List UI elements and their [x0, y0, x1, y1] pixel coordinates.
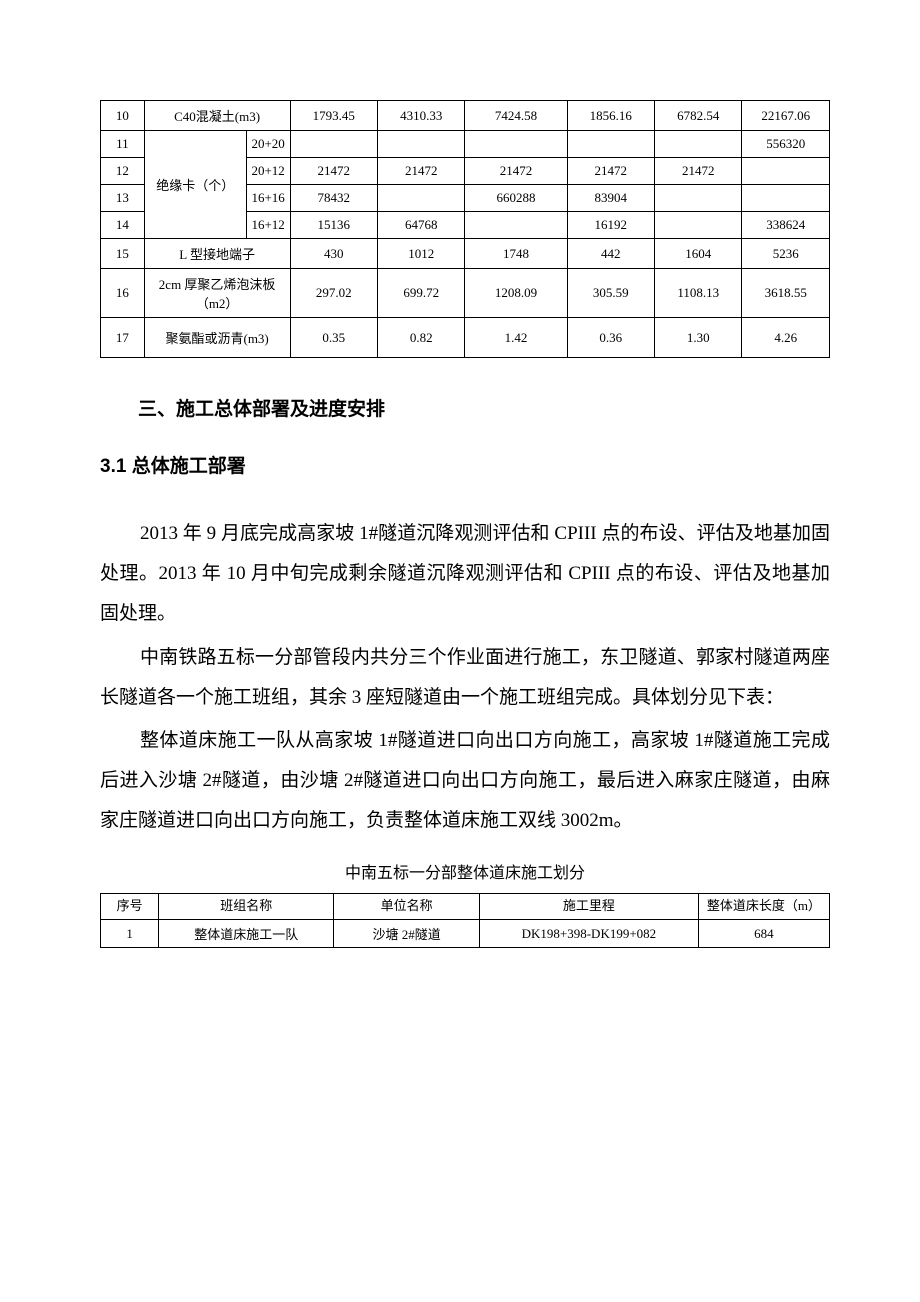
- cell: 1.30: [654, 318, 741, 358]
- cell-label: 2cm 厚聚乙烯泡沫板（m2）: [144, 269, 290, 318]
- cell: 6782.54: [654, 101, 741, 131]
- cell: [654, 185, 741, 212]
- cell: 297.02: [290, 269, 377, 318]
- cell-label: 聚氨酯或沥青(m3): [144, 318, 290, 358]
- cell: 1856.16: [567, 101, 654, 131]
- paragraph: 整体道床施工一队从高家坡 1#隧道进口向出口方向施工，高家坡 1#隧道施工完成后…: [100, 721, 830, 841]
- cell: 83904: [567, 185, 654, 212]
- cell: 22167.06: [742, 101, 830, 131]
- cell: 沙塘 2#隧道: [334, 920, 480, 948]
- cell-label: C40混凝土(m3): [144, 101, 290, 131]
- cell-no: 10: [101, 101, 145, 131]
- cell: [654, 212, 741, 239]
- header-cell: 整体道床长度（m）: [698, 894, 829, 920]
- paragraph: 2013 年 9 月底完成高家坡 1#隧道沉降观测评估和 CPIII 点的布设、…: [100, 514, 830, 634]
- header-cell: 单位名称: [334, 894, 480, 920]
- paragraph: 中南铁路五标一分部管段内共分三个作业面进行施工，东卫隧道、郭家村隧道两座长隧道各…: [100, 638, 830, 718]
- cell: 0.35: [290, 318, 377, 358]
- cell: DK198+398-DK199+082: [480, 920, 699, 948]
- cell: 1208.09: [465, 269, 567, 318]
- cell: 4310.33: [377, 101, 464, 131]
- cell-spec: 20+20: [246, 131, 290, 158]
- cell: 78432: [290, 185, 377, 212]
- cell: [465, 131, 567, 158]
- cell-spec: 16+16: [246, 185, 290, 212]
- table-row: 11 绝缘卡（个） 20+20 556320: [101, 131, 830, 158]
- cell: 1748: [465, 239, 567, 269]
- cell: 442: [567, 239, 654, 269]
- cell: 3618.55: [742, 269, 830, 318]
- cell: 1108.13: [654, 269, 741, 318]
- table-row: 15 L 型接地端子 430 1012 1748 442 1604 5236: [101, 239, 830, 269]
- cell-no: 16: [101, 269, 145, 318]
- cell: 338624: [742, 212, 830, 239]
- division-table: 序号 班组名称 单位名称 施工里程 整体道床长度（m） 1 整体道床施工一队 沙…: [100, 893, 830, 948]
- header-cell: 序号: [101, 894, 159, 920]
- cell-no: 11: [101, 131, 145, 158]
- cell-spec: 16+12: [246, 212, 290, 239]
- cell: 430: [290, 239, 377, 269]
- cell-no: 17: [101, 318, 145, 358]
- table-row: 17 聚氨酯或沥青(m3) 0.35 0.82 1.42 0.36 1.30 4…: [101, 318, 830, 358]
- cell: 4.26: [742, 318, 830, 358]
- cell: [654, 131, 741, 158]
- section-heading-3: 三、施工总体部署及进度安排: [100, 394, 830, 421]
- cell: 0.82: [377, 318, 464, 358]
- cell: 556320: [742, 131, 830, 158]
- cell-no: 13: [101, 185, 145, 212]
- cell: 21472: [567, 158, 654, 185]
- table-caption: 中南五标一分部整体道床施工划分: [100, 859, 830, 883]
- cell: 7424.58: [465, 101, 567, 131]
- header-cell: 施工里程: [480, 894, 699, 920]
- cell-no: 15: [101, 239, 145, 269]
- cell-spec: 20+12: [246, 158, 290, 185]
- cell: 21472: [465, 158, 567, 185]
- cell: 21472: [377, 158, 464, 185]
- cell: 15136: [290, 212, 377, 239]
- cell: 1604: [654, 239, 741, 269]
- cell: 1012: [377, 239, 464, 269]
- cell: [742, 185, 830, 212]
- cell-no: 14: [101, 212, 145, 239]
- cell: [377, 131, 464, 158]
- section-heading-3-1: 3.1 总体施工部署: [100, 451, 830, 478]
- cell: [465, 212, 567, 239]
- cell: 699.72: [377, 269, 464, 318]
- cell: 1793.45: [290, 101, 377, 131]
- cell-label: L 型接地端子: [144, 239, 290, 269]
- cell: 21472: [654, 158, 741, 185]
- cell: 0.36: [567, 318, 654, 358]
- cell: 684: [698, 920, 829, 948]
- cell-no: 12: [101, 158, 145, 185]
- cell: 整体道床施工一队: [159, 920, 334, 948]
- table-row: 16 2cm 厚聚乙烯泡沫板（m2） 297.02 699.72 1208.09…: [101, 269, 830, 318]
- materials-table: 10 C40混凝土(m3) 1793.45 4310.33 7424.58 18…: [100, 100, 830, 358]
- header-cell: 班组名称: [159, 894, 334, 920]
- cell: 5236: [742, 239, 830, 269]
- cell-label-merged: 绝缘卡（个）: [144, 131, 246, 239]
- table-header-row: 序号 班组名称 单位名称 施工里程 整体道床长度（m）: [101, 894, 830, 920]
- table-row: 10 C40混凝土(m3) 1793.45 4310.33 7424.58 18…: [101, 101, 830, 131]
- cell: 1: [101, 920, 159, 948]
- cell: [377, 185, 464, 212]
- cell: 305.59: [567, 269, 654, 318]
- cell: [742, 158, 830, 185]
- cell: [290, 131, 377, 158]
- cell: 660288: [465, 185, 567, 212]
- cell: 1.42: [465, 318, 567, 358]
- cell: 16192: [567, 212, 654, 239]
- cell: [567, 131, 654, 158]
- table-row: 1 整体道床施工一队 沙塘 2#隧道 DK198+398-DK199+082 6…: [101, 920, 830, 948]
- cell: 21472: [290, 158, 377, 185]
- cell: 64768: [377, 212, 464, 239]
